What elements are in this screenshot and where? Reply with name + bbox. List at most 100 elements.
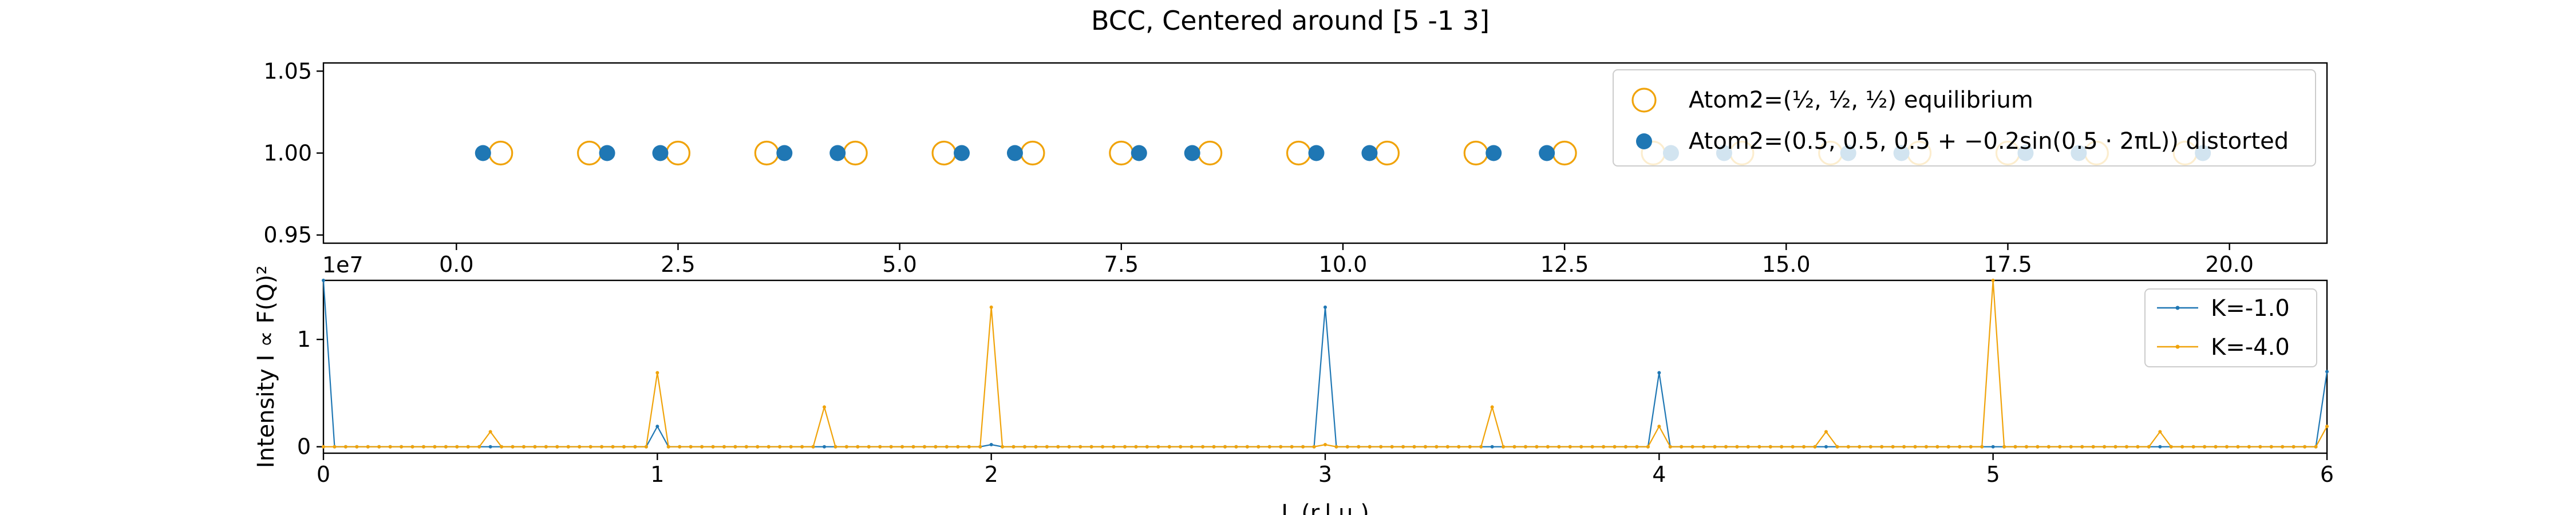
- intensity-point: [2247, 445, 2251, 449]
- intensity-point: [1991, 445, 1995, 449]
- intensity-point: [1502, 445, 1506, 449]
- intensity-point: [2025, 445, 2028, 449]
- intensity-point: [1345, 445, 1349, 449]
- intensity-point: [1757, 445, 1761, 449]
- intensity-point: [923, 445, 926, 449]
- intensity-point: [1824, 430, 1828, 434]
- top-x-tick-label: 20.0: [2205, 252, 2254, 277]
- bottom-x-axis: 0 1 2 3 4 5 6: [317, 453, 2334, 487]
- intensity-point: [1846, 445, 1850, 449]
- bottom-y-axis-label: Intensity I ∝ F(Q)²: [253, 266, 279, 468]
- top-x-axis: 0.0 2.5 5.0 7.5 10.0 12.5 15.0 17.5 20.0: [439, 243, 2254, 277]
- intensity-point: [833, 445, 837, 449]
- intensity-point: [1012, 445, 1016, 449]
- top-x-tick-label: 5.0: [882, 252, 916, 277]
- intensity-point: [1323, 305, 1327, 309]
- intensity-point: [355, 445, 359, 449]
- intensity-point: [1435, 445, 1439, 449]
- intensity-point: [1468, 445, 1472, 449]
- intensity-point: [823, 405, 826, 409]
- intensity-point: [1946, 445, 1950, 449]
- legend-dot-k-minus-1: [2175, 306, 2180, 310]
- intensity-point: [1746, 445, 1750, 449]
- intensity-point: [789, 445, 793, 449]
- distorted-point: [1308, 145, 1325, 161]
- intensity-point: [711, 445, 715, 449]
- intensity-point: [388, 445, 392, 449]
- intensity-point: [2158, 445, 2162, 449]
- intensity-point: [2214, 445, 2218, 449]
- intensity-point: [588, 445, 592, 449]
- legend-label-k-minus-4: K=-4.0: [2211, 334, 2290, 360]
- intensity-point: [1557, 445, 1561, 449]
- bottom-y-tick-label: 0: [297, 434, 311, 459]
- intensity-point: [2303, 445, 2307, 449]
- intensity-point: [689, 445, 693, 449]
- intensity-point: [1334, 445, 1338, 449]
- intensity-point: [767, 445, 771, 449]
- intensity-point: [2281, 445, 2285, 449]
- intensity-point: [2069, 445, 2073, 449]
- bottom-y-axis: 01: [297, 327, 323, 459]
- intensity-point: [2113, 445, 2117, 449]
- intensity-point: [1145, 445, 1149, 449]
- intensity-point: [733, 445, 737, 449]
- intensity-point: [1568, 445, 1572, 449]
- intensity-point: [2225, 445, 2229, 449]
- top-x-tick-label: 15.0: [1762, 252, 1811, 277]
- intensity-point: [2013, 445, 2017, 449]
- top-x-tick-label: 7.5: [1104, 252, 1139, 277]
- top-x-tick-label: 2.5: [661, 252, 695, 277]
- intensity-point: [2036, 445, 2040, 449]
- intensity-point: [2314, 445, 2318, 449]
- intensity-point: [1925, 445, 1928, 449]
- intensity-point: [1735, 445, 1739, 449]
- intensity-point: [956, 445, 960, 449]
- intensity-point: [1524, 445, 1527, 449]
- intensity-point: [500, 445, 504, 449]
- distorted-point: [599, 145, 615, 161]
- intensity-point: [844, 445, 848, 449]
- intensity-point: [1357, 445, 1361, 449]
- intensity-point: [1368, 445, 1372, 449]
- intensity-point: [722, 445, 726, 449]
- intensity-point: [1134, 445, 1138, 449]
- intensity-point: [1680, 445, 1684, 449]
- legend-marker-equilibrium: [1631, 88, 1657, 113]
- intensity-point: [1913, 445, 1917, 449]
- intensity-point: [1301, 445, 1305, 449]
- intensity-point: [1991, 279, 1995, 282]
- intensity-point: [433, 445, 437, 449]
- intensity-point: [1034, 445, 1038, 449]
- intensity-point: [655, 371, 659, 375]
- intensity-point: [989, 305, 993, 309]
- intensity-point: [655, 425, 659, 429]
- legend-label-k-minus-1: K=-1.0: [2211, 295, 2290, 322]
- intensity-point: [477, 445, 481, 449]
- top-y-axis: 0.95 1.00 1.05: [263, 58, 323, 248]
- legend-dot-k-minus-4: [2175, 344, 2180, 349]
- intensity-point: [322, 445, 325, 449]
- intensity-point: [1490, 405, 1494, 409]
- intensity-point: [2191, 445, 2195, 449]
- intensity-point: [1234, 445, 1238, 449]
- intensity-point: [1156, 445, 1160, 449]
- intensity-point: [1201, 445, 1205, 449]
- intensity-point: [978, 445, 982, 449]
- intensity-point: [2236, 445, 2240, 449]
- intensity-point: [1724, 445, 1728, 449]
- intensity-point: [466, 445, 470, 449]
- intensity-point: [2103, 445, 2107, 449]
- intensity-point: [867, 445, 871, 449]
- intensity-point: [1190, 445, 1194, 449]
- intensity-point: [1590, 445, 1594, 449]
- intensity-point: [400, 445, 404, 449]
- intensity-point: [1613, 445, 1617, 449]
- intensity-point: [2291, 445, 2296, 449]
- distorted-point: [1184, 145, 1200, 161]
- legend-label-equilibrium: Atom2=(½, ½, ½) equilibrium: [1689, 87, 2033, 113]
- intensity-point: [2058, 445, 2062, 449]
- intensity-point: [544, 445, 548, 449]
- intensity-point: [1123, 445, 1127, 449]
